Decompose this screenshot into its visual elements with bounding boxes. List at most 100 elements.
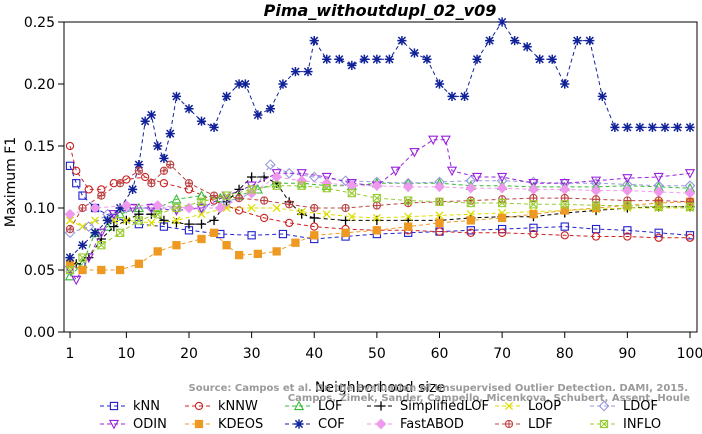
data-point-fastabod (434, 181, 445, 193)
data-point-cof (660, 122, 670, 132)
data-point-knnw (623, 232, 632, 241)
data-point-cof (102, 215, 113, 225)
data-point-ldf (115, 179, 125, 188)
data-point-kdeos (97, 265, 106, 275)
legend-label: INFLO (623, 417, 661, 432)
y-tick-label: 0.10 (24, 201, 55, 217)
marker-box (591, 201, 601, 210)
data-point-fastabod (214, 202, 226, 214)
data-point-ldof (221, 196, 232, 208)
data-point-ldf (209, 191, 219, 200)
legend-marker (194, 419, 204, 429)
y-axis-label: Maximum F1 (3, 137, 19, 227)
data-point-ldf (97, 191, 106, 200)
data-point-cof (409, 48, 420, 58)
data-point-inflo (466, 198, 475, 208)
data-point-cof (397, 36, 407, 46)
marker-cross (260, 196, 268, 205)
data-point-cof (672, 122, 683, 132)
marker-box (372, 193, 382, 203)
marker-cross (222, 191, 231, 200)
x-tick-label: 100 (677, 346, 702, 362)
data-point-loop (372, 213, 381, 222)
data-point-simplifiedlof (184, 219, 194, 229)
data-point-cof (585, 36, 595, 46)
data-point-ldf (65, 224, 75, 234)
data-point-inflo (685, 202, 695, 211)
data-point-ldof (83, 221, 95, 232)
data-point-inflo (623, 201, 632, 210)
data-point-knn (685, 231, 695, 240)
data-point-loop (90, 216, 100, 225)
data-point-fastabod (183, 202, 195, 214)
data-point-kdeos (153, 247, 162, 256)
marker-box (78, 253, 87, 262)
marker-box (685, 202, 695, 211)
legend-marker (294, 419, 304, 429)
marker-cross (505, 420, 513, 428)
data-point-fastabod (346, 180, 358, 192)
data-point-lof (196, 190, 207, 200)
data-point-knnw (591, 232, 601, 241)
data-point-odin (146, 203, 157, 214)
data-point-knnw (560, 231, 569, 240)
data-point-cof (128, 184, 138, 194)
legend-item-fastabod: FastABOD (367, 417, 464, 432)
marker-box (466, 198, 475, 208)
legend-marker (293, 400, 305, 411)
legend-label: ODIN (133, 417, 167, 432)
data-point-knnw (285, 218, 294, 228)
data-point-loop (65, 216, 75, 225)
data-point-cof (685, 122, 695, 132)
data-point-inflo (78, 253, 87, 262)
marker-box (115, 228, 125, 237)
data-point-cof (484, 36, 495, 46)
marker-box (222, 191, 231, 200)
x-tick-label: 60 (431, 346, 449, 362)
data-point-kdeos (372, 226, 382, 235)
data-point-cof (309, 36, 319, 46)
data-point-cof (159, 153, 169, 163)
x-tick-label: 80 (556, 346, 574, 362)
data-point-knn (65, 161, 75, 170)
data-point-ldf (166, 160, 175, 169)
marker-cross (373, 201, 381, 210)
legend-label: KDEOS (218, 417, 263, 432)
data-point-fastabod (64, 208, 76, 220)
data-point-odin (446, 166, 458, 177)
data-point-cof (359, 54, 369, 64)
data-point-ldf (78, 203, 87, 213)
data-point-knn (466, 226, 475, 235)
marker-cross (592, 201, 601, 210)
data-point-kdeos (197, 234, 206, 244)
data-point-cof (265, 104, 276, 114)
data-point-cof (334, 54, 344, 64)
data-point-kdeos (78, 265, 87, 275)
legend-item-knn: kNN (100, 399, 160, 414)
data-point-inflo (222, 191, 231, 200)
x-tick-label: 20 (180, 346, 198, 362)
marker-cross (210, 192, 218, 200)
marker-box (497, 198, 507, 208)
legend-item-lof: LOF (285, 399, 343, 414)
marker-cross (347, 189, 356, 198)
legend-marker (599, 419, 609, 429)
series-line-knn (69, 165, 691, 240)
data-point-loop (435, 211, 444, 220)
data-point-inflo (404, 196, 413, 205)
marker-cross (66, 225, 74, 233)
data-point-fastabod (496, 182, 508, 194)
data-point-ldf (372, 201, 382, 210)
data-point-loop (197, 210, 206, 219)
data-point-loop (247, 203, 256, 213)
data-point-inflo (654, 202, 663, 211)
data-point-odin (471, 172, 483, 183)
marker-cross (341, 204, 350, 212)
data-point-ldf (134, 166, 144, 175)
legend-item-ldf: LDF (495, 417, 553, 432)
data-point-simplifiedlof (159, 215, 169, 225)
marker-cross (247, 185, 256, 194)
data-point-fastabod (465, 182, 477, 194)
marker-box (435, 197, 444, 206)
data-point-ldf (341, 203, 350, 213)
